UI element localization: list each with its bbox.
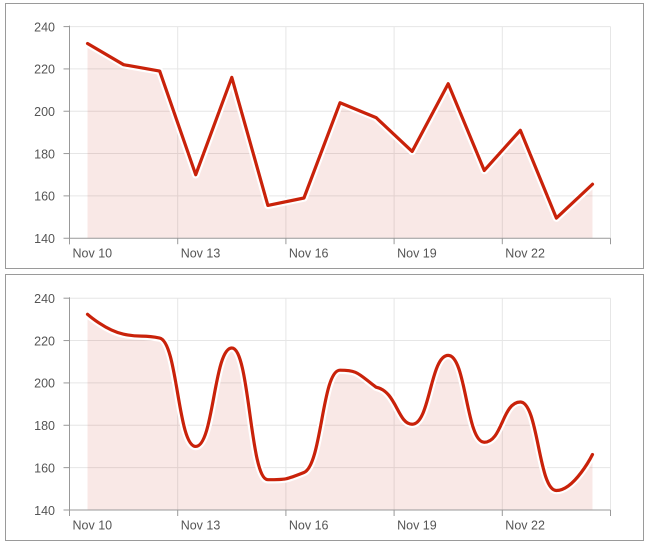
svg-text:Nov 22: Nov 22 [505,247,545,261]
svg-text:180: 180 [34,147,55,161]
svg-text:Nov 10: Nov 10 [73,247,113,261]
svg-text:Nov 13: Nov 13 [181,518,221,532]
svg-text:140: 140 [34,232,55,246]
svg-text:160: 160 [34,190,55,204]
svg-text:200: 200 [34,105,55,119]
svg-text:240: 240 [34,20,55,34]
svg-text:220: 220 [34,334,55,348]
svg-text:160: 160 [34,461,55,475]
svg-text:Nov 16: Nov 16 [289,518,329,532]
svg-text:Nov 19: Nov 19 [397,518,437,532]
svg-text:180: 180 [34,419,55,433]
svg-text:Nov 22: Nov 22 [505,518,545,532]
svg-text:140: 140 [34,504,55,518]
svg-text:Nov 13: Nov 13 [181,247,221,261]
svg-text:Nov 10: Nov 10 [73,518,113,532]
svg-text:240: 240 [34,292,55,306]
svg-text:Nov 19: Nov 19 [397,247,437,261]
svg-text:200: 200 [34,377,55,391]
svg-text:220: 220 [34,63,55,77]
svg-text:Nov 16: Nov 16 [289,247,329,261]
